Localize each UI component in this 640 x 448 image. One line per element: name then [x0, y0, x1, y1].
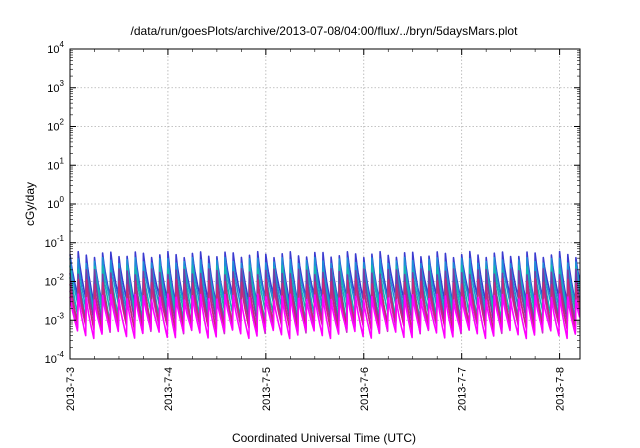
x-tick-label: 2013-7-8 — [555, 367, 567, 411]
y-tick-label: 100 — [47, 195, 64, 211]
y-tick-label-base: 10 — [47, 83, 59, 95]
y-tick-label: 10-1 — [45, 234, 65, 250]
y-tick-label-base: 10 — [45, 354, 57, 366]
y-tick-label-base: 10 — [45, 277, 57, 289]
series-line — [69, 250, 581, 305]
x-tick-label: 2013-7-5 — [261, 367, 273, 411]
series-line — [69, 277, 581, 332]
y-tick-label-exponent: -2 — [57, 273, 65, 282]
x-axis-label: Coordinated Universal Time (UTC) — [232, 431, 416, 445]
y-tick-label: 103 — [47, 79, 64, 95]
y-tick-label: 10-4 — [45, 350, 65, 366]
series-group — [69, 250, 581, 340]
y-tick-label: 104 — [47, 40, 64, 56]
y-tick-label: 10-3 — [45, 311, 65, 327]
y-tick-label-exponent: 4 — [60, 40, 65, 49]
x-tick-label: 2013-7-3 — [65, 367, 77, 411]
y-tick-label: 101 — [47, 156, 64, 172]
y-tick-label-exponent: 3 — [60, 79, 65, 88]
y-axis-label: cGy/day — [23, 182, 37, 226]
y-tick-label-exponent: -3 — [57, 311, 65, 320]
y-tick-label-exponent: 2 — [60, 118, 65, 127]
x-tick-label: 2013-7-4 — [163, 367, 175, 411]
y-tick-label-base: 10 — [47, 122, 59, 134]
series-line — [69, 268, 581, 330]
y-tick-label: 102 — [47, 118, 64, 134]
y-tick-label-exponent: 0 — [60, 195, 65, 204]
x-axis: 2013-7-3 2013-7-4 2013-7-5 2013-7-6 2013-7-7… — [65, 49, 567, 411]
x-tick-label: 2013-7-7 — [457, 367, 469, 411]
y-tick-label-exponent: -4 — [57, 350, 65, 359]
y-tick-label-base: 10 — [45, 238, 57, 250]
series-line — [69, 256, 581, 311]
y-tick-label-base: 10 — [47, 199, 59, 211]
x-tick-label: 2013-7-6 — [359, 367, 371, 411]
series-line — [69, 293, 581, 340]
y-tick-label-base: 10 — [47, 160, 59, 172]
y-tick-label-base: 10 — [45, 315, 57, 327]
y-tick-label-base: 10 — [47, 44, 59, 56]
y-tick-label-exponent: -1 — [57, 234, 65, 243]
chart-title: /data/run/goesPlots/archive/2013-07-08/0… — [131, 24, 519, 38]
y-tick-label-exponent: 1 — [60, 156, 65, 165]
y-tick-label: 10-2 — [45, 273, 65, 289]
